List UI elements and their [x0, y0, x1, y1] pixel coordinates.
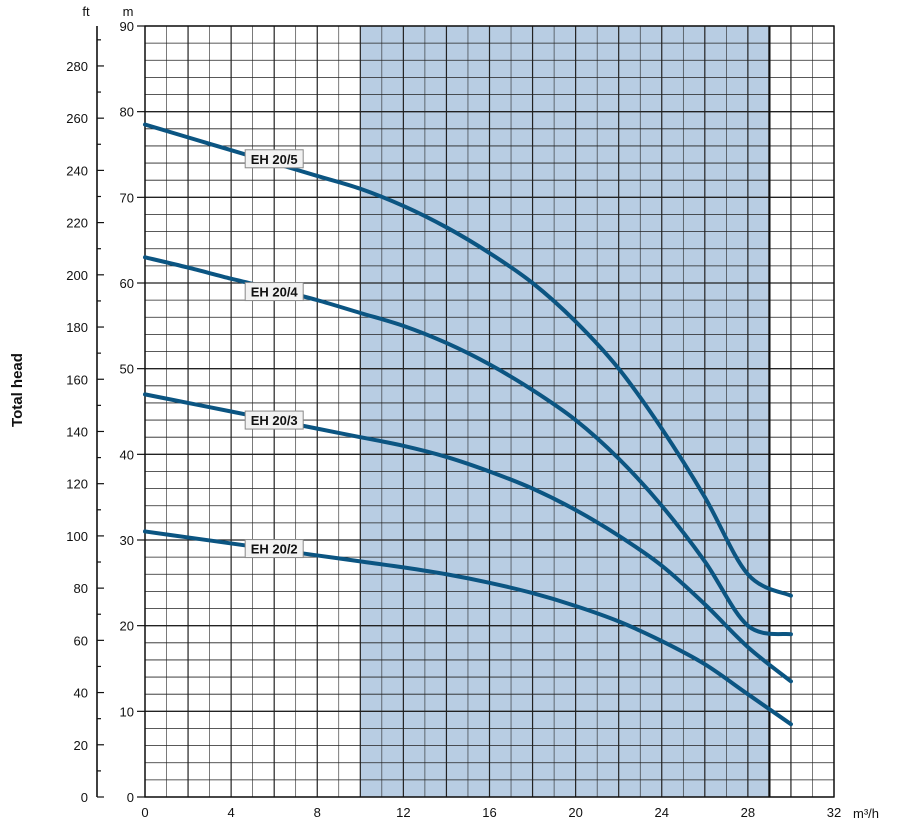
- curve-label-box: [244, 410, 304, 430]
- curve-label: EH 20/5: [251, 152, 298, 167]
- y-axis-title: Total head: [9, 353, 26, 427]
- x-tick-label: 4: [228, 805, 235, 820]
- x-tick-label: 24: [655, 805, 669, 820]
- y-tick-label-ft: 100: [66, 529, 88, 544]
- x-tick-label: 16: [482, 805, 496, 820]
- grid-lines: [144, 25, 835, 798]
- y-tick-label-ft: 40: [74, 686, 88, 701]
- y-tick-label-ft: 0: [81, 790, 88, 805]
- x-tick-label: 20: [568, 805, 582, 820]
- x-unit-label: m³/h: [853, 806, 879, 820]
- y-tick-label-m: 90: [120, 19, 134, 34]
- y-tick-label-m: 10: [120, 704, 134, 719]
- y-tick-label-ft: 280: [66, 59, 88, 74]
- curve-label: EH 20/4: [251, 285, 299, 300]
- y-tick-label-ft: 120: [66, 477, 88, 492]
- y-tick-label-ft: 80: [74, 581, 88, 596]
- y-tick-label-m: 20: [120, 619, 134, 634]
- y-tick-label-ft: 140: [66, 424, 88, 439]
- y-tick-label-m: 30: [120, 533, 134, 548]
- m-unit-label: m: [123, 4, 134, 19]
- curve-label-box: [244, 539, 304, 559]
- y-tick-label-ft: 60: [74, 633, 88, 648]
- y-tick-label-m: 0: [127, 790, 134, 805]
- y-tick-label-m: 80: [120, 105, 134, 120]
- x-tick-label: 32: [827, 805, 841, 820]
- curve-label: EH 20/3: [251, 413, 298, 428]
- x-tick-label: 0: [141, 805, 148, 820]
- y-tick-label-ft: 180: [66, 320, 88, 335]
- curve-label-box: [244, 282, 304, 302]
- y-tick-label-ft: 160: [66, 372, 88, 387]
- plot-frame: [144, 25, 835, 798]
- x-tick-label: 28: [741, 805, 755, 820]
- y-tick-label-ft: 200: [66, 268, 88, 283]
- ft-unit-label: ft: [82, 4, 90, 19]
- y-tick-label-ft: 20: [74, 738, 88, 753]
- x-tick-label: 12: [396, 805, 410, 820]
- y-tick-label-ft: 260: [66, 111, 88, 126]
- y-tick-label-ft: 220: [66, 216, 88, 231]
- x-tick-label: 8: [314, 805, 321, 820]
- curve-label-box: [244, 149, 304, 169]
- curve-label: EH 20/2: [251, 542, 298, 557]
- y-tick-label-m: 60: [120, 276, 134, 291]
- plot-area: EH 20/5 EH 20/4 EH 20/3 EH 20/2: [143, 25, 835, 798]
- y-tick-label-ft: 240: [66, 163, 88, 178]
- y-tick-label-m: 50: [120, 362, 134, 377]
- y-tick-label-m: 70: [120, 190, 134, 205]
- y-tick-label-m: 40: [120, 447, 134, 462]
